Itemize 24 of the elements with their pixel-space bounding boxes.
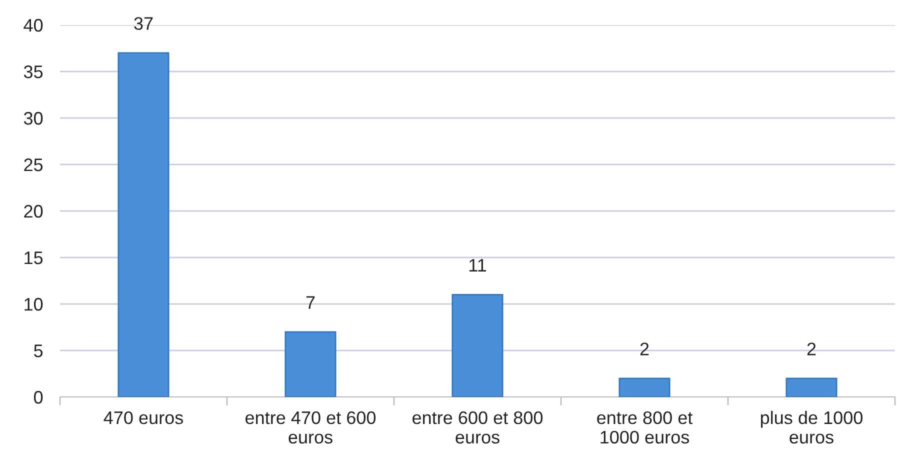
data-label: 2 — [807, 342, 816, 356]
bar — [786, 378, 838, 397]
y-tick-label: 25 — [24, 158, 43, 172]
bar — [118, 52, 170, 397]
bar — [284, 331, 336, 397]
x-tick-label: entre 800 et 1000 euros — [597, 411, 693, 444]
data-label: 37 — [134, 17, 153, 30]
y-tick-label: 15 — [24, 252, 43, 264]
data-label: 7 — [306, 296, 315, 309]
y-tick-label: 0 — [34, 390, 43, 404]
bar — [618, 378, 670, 397]
y-tick-label: 10 — [24, 298, 43, 311]
x-tick-label: 470 euros — [104, 411, 184, 424]
y-tick-label: 40 — [24, 18, 43, 32]
y-tick-label: 30 — [24, 112, 43, 125]
y-tick-label: 20 — [24, 204, 43, 218]
x-tick-label: entre 470 et 600 euros — [246, 411, 376, 444]
data-label: 2 — [640, 342, 649, 356]
x-tick-label: entre 600 et 800 euros — [412, 411, 543, 444]
data-label: 11 — [470, 259, 486, 272]
y-tick-label: 35 — [24, 65, 43, 78]
x-tick-label: plus de 1000 euros — [760, 410, 862, 444]
bar — [452, 294, 504, 397]
y-tick-label: 5 — [34, 344, 43, 358]
